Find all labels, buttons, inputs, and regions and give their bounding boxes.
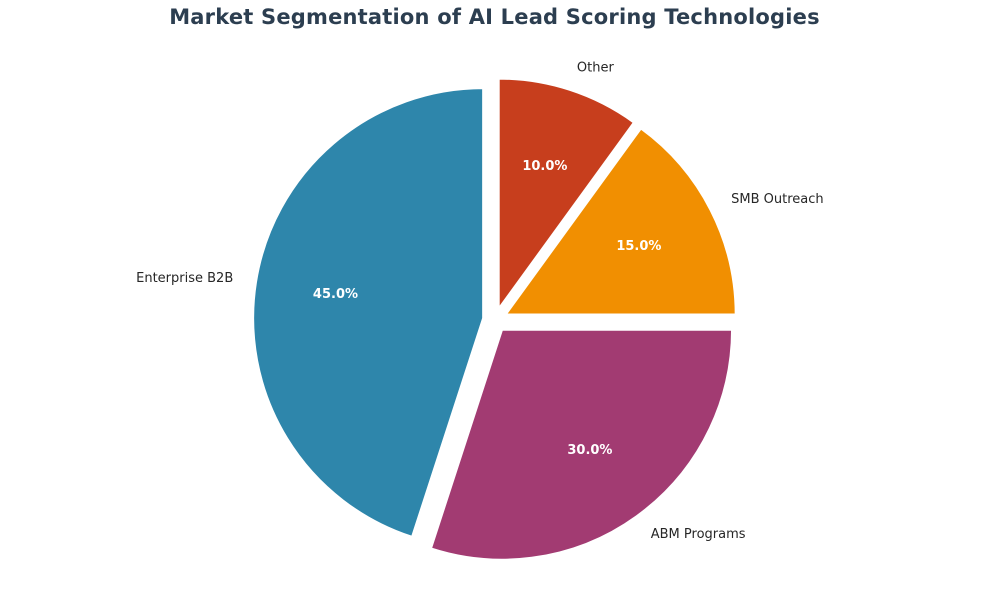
chart-title: Market Segmentation of AI Lead Scoring T… xyxy=(169,5,820,29)
slice-label-enterprise-b2b: Enterprise B2B xyxy=(136,271,233,286)
slice-percent-smb-outreach: 15.0% xyxy=(616,239,661,254)
slice-label-smb-outreach: SMB Outreach xyxy=(731,192,824,207)
slice-percent-abm-programs: 30.0% xyxy=(567,443,612,458)
slice-percent-enterprise-b2b: 45.0% xyxy=(313,287,358,302)
slice-label-other: Other xyxy=(577,60,615,75)
pie-labels: Enterprise B2B 45.0% ABM Programs 30.0% SMB … xyxy=(136,60,823,541)
slice-percent-other: 10.0% xyxy=(522,159,567,174)
pie-slice-other xyxy=(497,77,636,312)
slice-label-abm-programs: ABM Programs xyxy=(651,527,746,542)
pie-slice-enterprise-b2b xyxy=(252,87,485,539)
pie-slices xyxy=(252,77,737,561)
pie-slice-smb-outreach xyxy=(503,127,737,316)
pie-slice-abm-programs xyxy=(429,328,734,561)
